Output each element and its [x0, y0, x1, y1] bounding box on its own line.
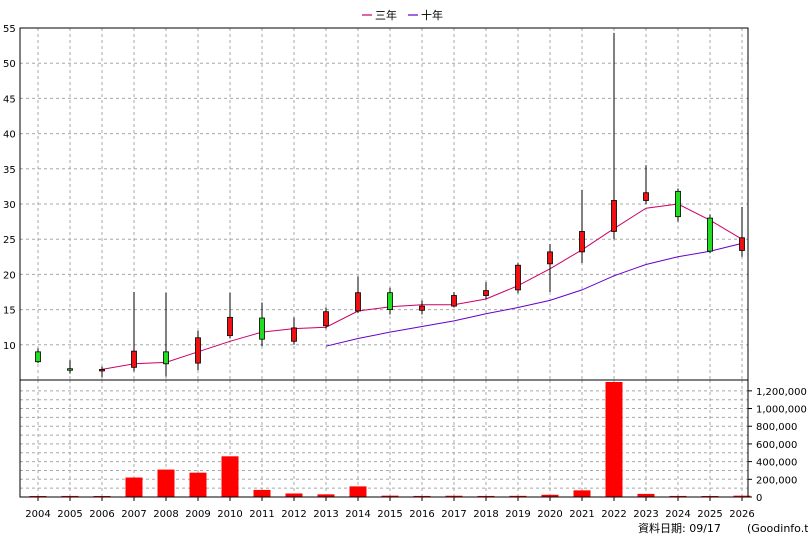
- volume-bar: [349, 486, 367, 497]
- candle-body: [675, 190, 681, 218]
- candle-body: [131, 350, 137, 368]
- x-axis: 2004 2005 2006 2007 2008 2009 2010 2011 2012 2013…: [25, 497, 755, 520]
- x-tick-label: 2006: [89, 509, 114, 520]
- x-tick-label: 2013: [313, 509, 338, 520]
- x-tick-label: 2011: [249, 509, 274, 520]
- x-tick-label: 2004: [25, 509, 50, 520]
- candle-body: [35, 351, 41, 363]
- volume-tick-label: 600,000: [756, 440, 797, 451]
- volume-tick-label: 1,200,000: [756, 387, 807, 398]
- volume-bar: [445, 495, 463, 497]
- volume-bar: [285, 493, 303, 497]
- price-tick-label: 40: [3, 130, 16, 141]
- volume-bar: [509, 495, 527, 497]
- ma-line-10y: [325, 242, 743, 347]
- volume-bar: [61, 495, 79, 497]
- x-tick-label: 2024: [665, 509, 690, 520]
- candle-body: [419, 305, 425, 311]
- candle-body: [323, 311, 329, 327]
- price-tick-label: 30: [3, 200, 16, 211]
- x-tick-label: 2023: [633, 509, 658, 520]
- data-date-label: 資料日期: 09/17: [638, 521, 721, 535]
- volume-bar: [317, 494, 335, 497]
- source-label: (Goodinfo.tw): [747, 522, 808, 535]
- candle-body: [387, 292, 393, 311]
- x-tick-label: 2007: [121, 509, 146, 520]
- price-axis: 10 15 20 25 30 35 40 45 50 55: [3, 24, 16, 352]
- legend-label-10y: 十年: [421, 8, 443, 22]
- x-tick-label: 2025: [697, 509, 722, 520]
- volume-bar: [637, 493, 655, 497]
- volume-axis: 0 200,000 400,000 600,000 800,000 1,000,000 1,…: [748, 387, 807, 504]
- candle-body: [707, 217, 713, 252]
- candle-body: [611, 200, 617, 232]
- x-tick-label: 2018: [473, 509, 498, 520]
- volume-bar: [669, 495, 687, 497]
- volume-grid: [20, 380, 748, 497]
- volume-tick-label: 200,000: [756, 475, 797, 486]
- candle-body: [259, 317, 265, 340]
- x-tick-label: 2017: [441, 509, 466, 520]
- legend-label-3y: 三年: [375, 8, 397, 22]
- x-tick-label: 2014: [345, 509, 370, 520]
- x-tick-label: 2015: [377, 509, 402, 520]
- x-tick-label: 2021: [569, 509, 594, 520]
- volume-tick-label: 0: [756, 493, 762, 504]
- volume-bar: [221, 456, 239, 497]
- volume-bar: [125, 477, 143, 497]
- candle-body: [515, 264, 521, 291]
- volume-bar: [253, 489, 271, 497]
- candle-body: [227, 316, 233, 337]
- candle-body: [643, 192, 649, 201]
- volume-bar: [733, 495, 751, 497]
- price-tick-label: 20: [3, 270, 16, 281]
- volume-bar: [157, 469, 175, 497]
- x-tick-label: 2010: [217, 509, 242, 520]
- price-tick-label: 15: [3, 306, 16, 317]
- x-tick-label: 2005: [57, 509, 82, 520]
- volume-panel-frame: [19, 379, 749, 498]
- volume-bar: [541, 494, 559, 497]
- candlesticks: [35, 32, 745, 378]
- x-tick-label: 2008: [153, 509, 178, 520]
- price-grid: [20, 27, 748, 380]
- candle-body: [547, 251, 553, 265]
- volume-bar: [573, 490, 591, 497]
- volume-bar: [189, 472, 207, 497]
- x-tick-label: 2009: [185, 509, 210, 520]
- price-tick-label: 50: [3, 59, 16, 70]
- candle-body: [195, 337, 201, 364]
- candle-body: [355, 292, 361, 312]
- volume-bars: [29, 382, 751, 497]
- x-tick-label: 2016: [409, 509, 434, 520]
- price-tick-label: 45: [3, 94, 16, 105]
- volume-tick-label: 800,000: [756, 422, 797, 433]
- candle-body: [99, 369, 105, 372]
- candle-body: [579, 231, 585, 253]
- candle-body: [451, 295, 457, 307]
- x-tick-label: 2012: [281, 509, 306, 520]
- x-tick-label: 2026: [729, 509, 754, 520]
- x-tick-label: 2019: [505, 509, 530, 520]
- candle-body: [67, 368, 73, 371]
- volume-bar: [413, 495, 431, 497]
- volume-bar: [381, 495, 399, 497]
- legend: 三年 十年: [362, 8, 443, 22]
- candle-body: [739, 237, 745, 251]
- candle-body: [483, 290, 489, 296]
- candle-body: [163, 351, 169, 365]
- volume-bar: [477, 495, 495, 497]
- candle-body: [291, 327, 297, 342]
- price-tick-label: 35: [3, 165, 16, 176]
- x-tick-label: 2022: [601, 509, 626, 520]
- volume-tick-label: 1,000,000: [756, 405, 807, 416]
- volume-tick-label: 400,000: [756, 458, 797, 469]
- volume-bar: [605, 382, 623, 497]
- price-tick-label: 10: [3, 341, 16, 352]
- price-tick-label: 55: [3, 24, 16, 35]
- price-tick-label: 25: [3, 235, 16, 246]
- x-tick-label: 2020: [537, 509, 562, 520]
